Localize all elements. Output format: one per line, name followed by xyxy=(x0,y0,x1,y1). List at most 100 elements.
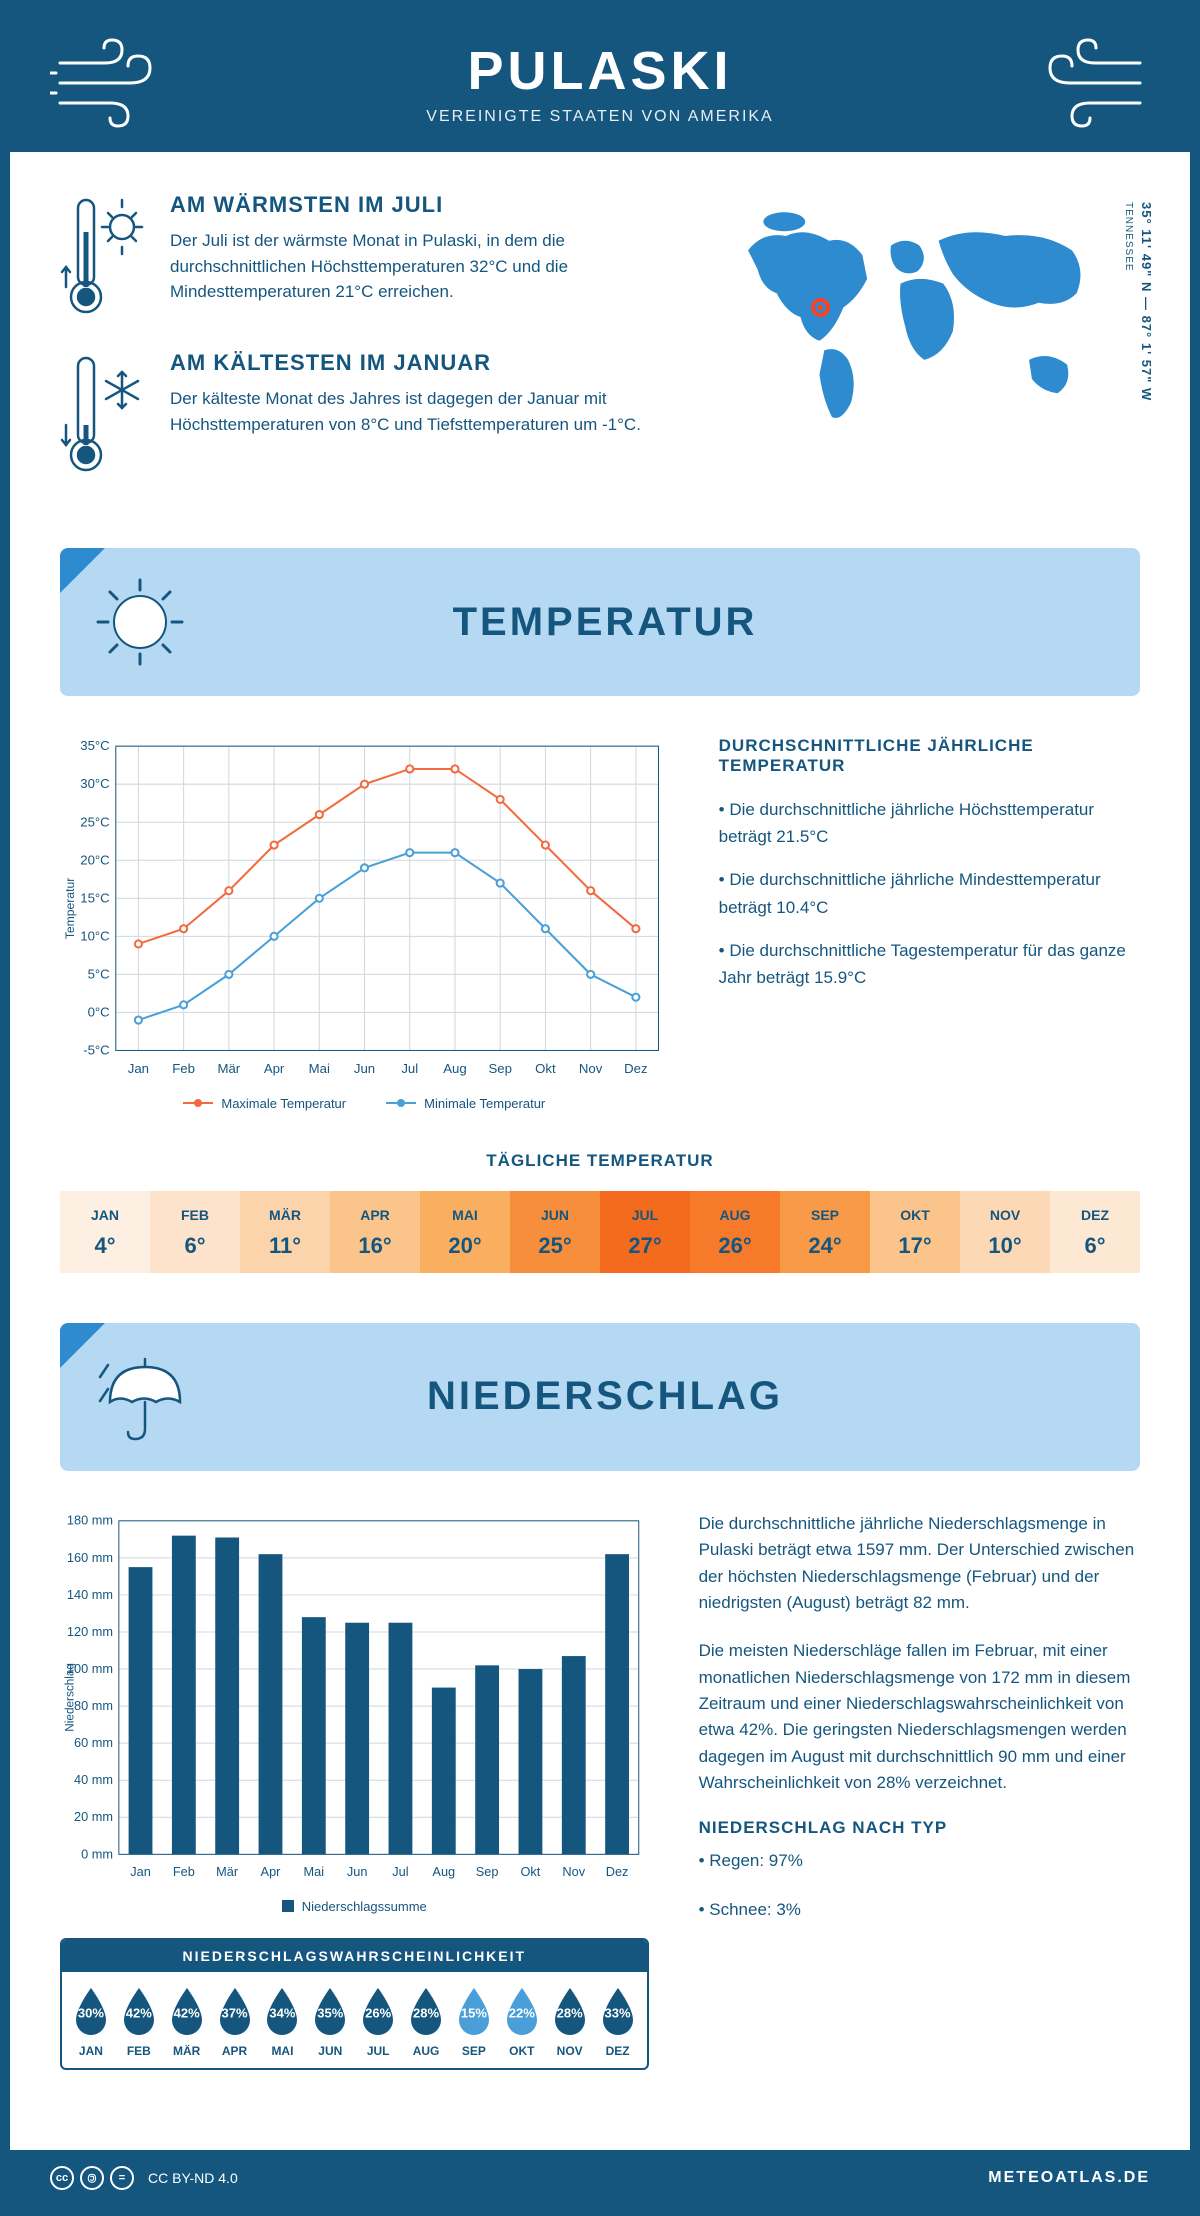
daily-temp-cell: APR16° xyxy=(330,1191,420,1273)
svg-text:Nov: Nov xyxy=(562,1864,585,1879)
svg-text:Nov: Nov xyxy=(579,1061,603,1076)
prob-cell: 42% MÄR xyxy=(164,1986,210,2058)
svg-text:-5°C: -5°C xyxy=(83,1043,110,1058)
precip-type-line: • Schnee: 3% xyxy=(699,1897,1140,1923)
svg-text:5°C: 5°C xyxy=(88,966,111,981)
daily-temp-cell: DEZ6° xyxy=(1050,1191,1140,1273)
svg-text:35°C: 35°C xyxy=(80,738,110,753)
svg-text:Dez: Dez xyxy=(606,1864,629,1879)
daily-temp-cell: JUL27° xyxy=(600,1191,690,1273)
thermometer-hot-icon xyxy=(60,192,150,322)
legend-min: Minimale Temperatur xyxy=(424,1096,545,1111)
location-subtitle: VEREINIGTE STAATEN VON AMERIKA xyxy=(170,108,1030,126)
svg-text:20 mm: 20 mm xyxy=(74,1809,113,1824)
svg-text:30°C: 30°C xyxy=(80,776,110,791)
svg-text:0 mm: 0 mm xyxy=(81,1846,113,1861)
sun-icon xyxy=(90,572,190,672)
prob-cell: 30% JAN xyxy=(68,1986,114,2058)
prob-cell: 26% JUL xyxy=(355,1986,401,2058)
svg-text:Temperatur: Temperatur xyxy=(63,878,77,939)
svg-text:10°C: 10°C xyxy=(80,928,110,943)
svg-text:Jan: Jan xyxy=(128,1061,149,1076)
location-title: PULASKI xyxy=(170,40,1030,102)
wind-icon-right xyxy=(1030,38,1150,128)
prob-cell: 33% DEZ xyxy=(595,1986,641,2058)
brand-text: METEOATLAS.DE xyxy=(988,2169,1150,2187)
daily-temp-cell: MÄR11° xyxy=(240,1191,330,1273)
thermometer-cold-icon xyxy=(60,350,150,480)
prob-cell: 37% APR xyxy=(212,1986,258,2058)
legend-max: Maximale Temperatur xyxy=(221,1096,346,1111)
umbrella-icon xyxy=(90,1347,190,1447)
svg-text:Aug: Aug xyxy=(432,1864,455,1879)
footer: cc🄯= CC BY-ND 4.0 METEOATLAS.DE xyxy=(10,2150,1190,2206)
precipitation-banner: NIEDERSCHLAG xyxy=(60,1323,1140,1471)
prob-cell: 42% FEB xyxy=(116,1986,162,2058)
svg-text:Jun: Jun xyxy=(354,1061,375,1076)
svg-text:Sep: Sep xyxy=(476,1864,499,1879)
region-label: TENNESSEE xyxy=(1123,202,1134,272)
precip-type-line: • Regen: 97% xyxy=(699,1848,1140,1874)
daily-temp-title: TÄGLICHE TEMPERATUR xyxy=(60,1151,1140,1171)
warmest-title: AM WÄRMSTEN IM JULI xyxy=(170,192,670,218)
coordinates-label: 35° 11' 49" N — 87° 1' 57" W xyxy=(1139,202,1154,401)
daily-temp-cell: NOV10° xyxy=(960,1191,1050,1273)
daily-temp-cell: JAN4° xyxy=(60,1191,150,1273)
svg-text:60 mm: 60 mm xyxy=(74,1735,113,1750)
precip-para-1: Die durchschnittliche jährliche Niedersc… xyxy=(699,1511,1140,1616)
world-map: TENNESSEE 35° 11' 49" N — 87° 1' 57" W xyxy=(710,192,1140,508)
infographic-frame: PULASKI VEREINIGTE STAATEN VON AMERIKA xyxy=(0,0,1200,2216)
svg-text:Okt: Okt xyxy=(535,1061,556,1076)
temperature-title: TEMPERATUR xyxy=(230,600,1100,645)
temperature-banner: TEMPERATUR xyxy=(60,548,1140,696)
license-text: CC BY-ND 4.0 xyxy=(148,2170,238,2186)
svg-text:Feb: Feb xyxy=(173,1864,195,1879)
prob-cell: 15% SEP xyxy=(451,1986,497,2058)
wind-icon-left xyxy=(50,38,170,128)
svg-text:120 mm: 120 mm xyxy=(67,1624,113,1639)
svg-text:Jun: Jun xyxy=(347,1864,368,1879)
daily-temp-cell: SEP24° xyxy=(780,1191,870,1273)
warmest-text: Der Juli ist der wärmste Monat in Pulask… xyxy=(170,228,670,305)
precipitation-title: NIEDERSCHLAG xyxy=(230,1374,1100,1419)
svg-text:Mär: Mär xyxy=(216,1864,239,1879)
svg-text:15°C: 15°C xyxy=(80,890,110,905)
daily-temp-cell: JUN25° xyxy=(510,1191,600,1273)
svg-text:Jul: Jul xyxy=(401,1061,418,1076)
svg-text:Mai: Mai xyxy=(309,1061,330,1076)
coldest-block: AM KÄLTESTEN IM JANUAR Der kälteste Mona… xyxy=(60,350,670,480)
svg-text:Apr: Apr xyxy=(261,1864,282,1879)
svg-text:180 mm: 180 mm xyxy=(67,1513,113,1528)
prob-cell: 28% NOV xyxy=(547,1986,593,2058)
svg-text:Mai: Mai xyxy=(304,1864,325,1879)
header: PULASKI VEREINIGTE STAATEN VON AMERIKA xyxy=(10,10,1190,152)
precipitation-probability-box: NIEDERSCHLAGSWAHRSCHEINLICHKEIT 30% JAN … xyxy=(60,1938,649,2070)
svg-text:Mär: Mär xyxy=(218,1061,241,1076)
prob-cell: 22% OKT xyxy=(499,1986,545,2058)
coldest-text: Der kälteste Monat des Jahres ist dagege… xyxy=(170,386,670,437)
daily-temp-cell: MAI20° xyxy=(420,1191,510,1273)
temp-bullet: • Die durchschnittliche jährliche Mindes… xyxy=(719,866,1140,920)
warmest-block: AM WÄRMSTEN IM JULI Der Juli ist der wär… xyxy=(60,192,670,322)
svg-text:0°C: 0°C xyxy=(88,1004,111,1019)
temp-bullet: • Die durchschnittliche jährliche Höchst… xyxy=(719,796,1140,850)
svg-text:Jul: Jul xyxy=(392,1864,408,1879)
svg-text:40 mm: 40 mm xyxy=(74,1772,113,1787)
precipitation-bar-chart: 0 mm20 mm40 mm60 mm80 mm100 mm120 mm140 … xyxy=(60,1511,649,1914)
svg-text:Jan: Jan xyxy=(130,1864,151,1879)
svg-text:Okt: Okt xyxy=(521,1864,541,1879)
prob-cell: 28% AUG xyxy=(403,1986,449,2058)
svg-text:Dez: Dez xyxy=(624,1061,647,1076)
prob-cell: 35% JUN xyxy=(307,1986,353,2058)
coldest-title: AM KÄLTESTEN IM JANUAR xyxy=(170,350,670,376)
temp-bullet: • Die durchschnittliche Tagestemperatur … xyxy=(719,937,1140,991)
svg-text:Sep: Sep xyxy=(488,1061,511,1076)
daily-temp-cell: FEB6° xyxy=(150,1191,240,1273)
precip-type-heading: NIEDERSCHLAG NACH TYP xyxy=(699,1818,1140,1838)
svg-text:80 mm: 80 mm xyxy=(74,1698,113,1713)
temp-text-heading: DURCHSCHNITTLICHE JÄHRLICHE TEMPERATUR xyxy=(719,736,1140,776)
precip-para-2: Die meisten Niederschläge fallen im Febr… xyxy=(699,1638,1140,1796)
svg-text:20°C: 20°C xyxy=(80,852,110,867)
svg-text:Apr: Apr xyxy=(264,1061,285,1076)
legend-precip: Niederschlagssumme xyxy=(302,1899,427,1914)
